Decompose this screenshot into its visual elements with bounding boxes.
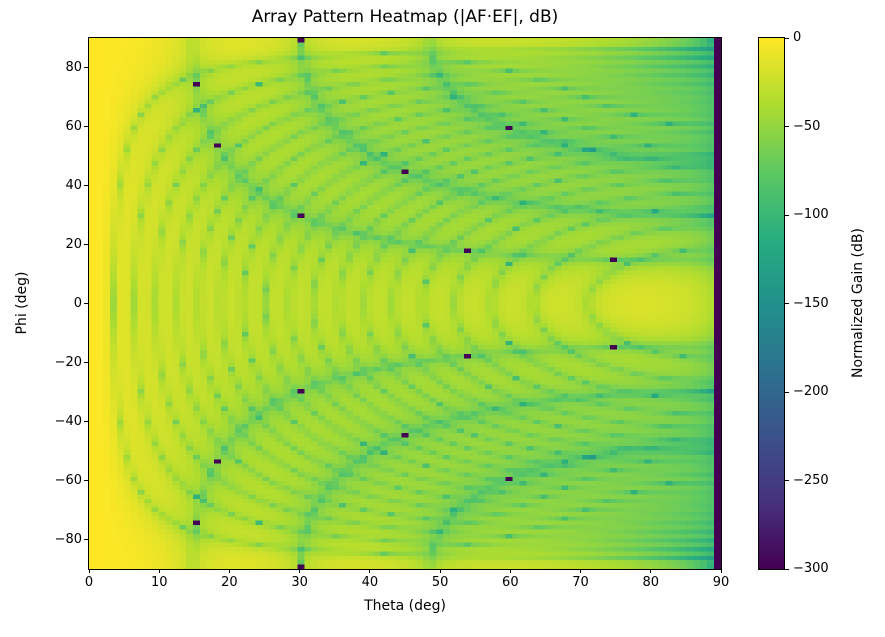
y-tick-label: 0 [73,295,82,311]
colorbar-tick-mark [785,480,789,481]
y-tick-label: −40 [54,413,82,429]
colorbar-tick-mark [785,391,789,393]
colorbar [758,37,785,570]
colorbar-tick-mark [785,37,789,39]
colorbar-tick-label: −300 [793,561,829,576]
y-tick-mark [84,539,88,540]
colorbar-tick-mark [785,568,789,570]
heatmap-canvas [89,38,721,569]
colorbar-tick-label: −250 [793,472,829,488]
x-tick-mark [720,569,722,573]
x-tick-label: 30 [291,575,308,590]
chart-title: Array Pattern Heatmap (|AF·EF|, dB) [251,7,559,27]
x-tick-mark [228,569,230,573]
x-tick-mark [509,569,511,573]
x-tick-label: 10 [150,575,168,590]
colorbar-tick-mark [785,303,789,304]
x-tick-mark [158,569,160,573]
x-tick-label: 90 [712,575,730,590]
y-tick-label: 80 [65,59,82,75]
x-axis-label: Theta (deg) [364,598,446,614]
y-tick-mark [84,244,88,245]
x-tick-mark [88,569,90,573]
y-tick-label: 40 [65,177,82,193]
x-tick-label: 50 [431,575,449,590]
x-tick-label: 70 [572,575,589,590]
y-tick-mark [84,421,88,422]
y-tick-label: −20 [54,354,82,370]
colorbar-tick-label: 0 [793,30,802,45]
colorbar-canvas [759,38,784,569]
x-tick-mark [580,569,582,573]
y-tick-mark [84,303,88,304]
colorbar-tick-label: −150 [793,295,829,311]
x-tick-label: 20 [221,575,238,590]
y-tick-label: 20 [65,236,82,252]
colorbar-tick-mark [785,214,789,216]
colorbar-tick-label: −50 [793,118,821,134]
y-tick-mark [84,185,88,186]
x-tick-label: 0 [84,575,94,590]
x-tick-mark [650,569,652,573]
colorbar-label: Normalized Gain (dB) [850,228,866,378]
y-tick-label: 60 [65,118,82,134]
y-tick-label: −60 [54,472,82,488]
y-tick-mark [84,126,88,127]
colorbar-tick-mark [785,126,789,127]
x-tick-label: 60 [502,575,519,590]
y-axis-label: Phi (deg) [14,271,30,335]
colorbar-tick-label: −100 [793,207,829,222]
plot-area [88,37,722,570]
x-tick-label: 40 [361,575,379,590]
y-tick-mark [84,480,88,481]
x-tick-mark [439,569,441,573]
colorbar-tick-label: −200 [793,384,829,399]
x-tick-mark [299,569,301,573]
y-tick-mark [84,362,88,363]
x-tick-mark [369,569,371,573]
y-tick-mark [84,67,88,68]
x-tick-label: 80 [642,575,660,590]
y-tick-label: −80 [54,531,82,547]
